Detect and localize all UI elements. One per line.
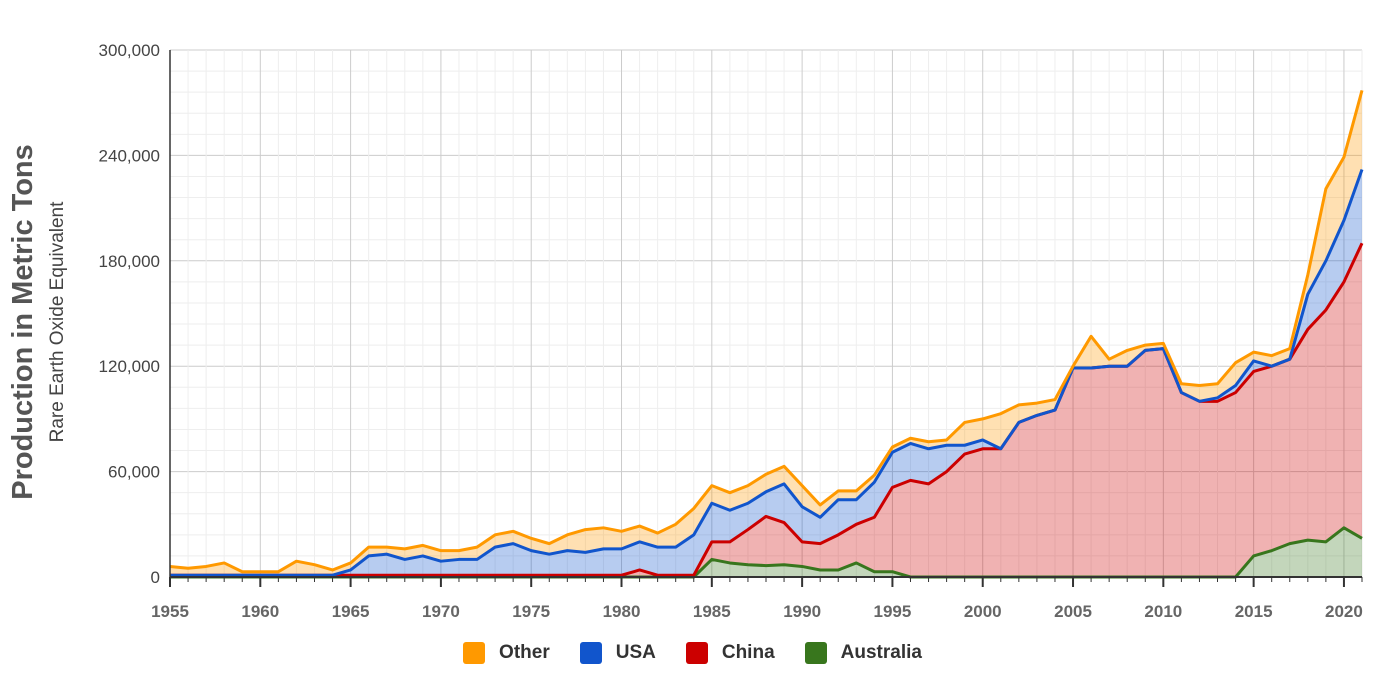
x-tick-label: 1965	[332, 602, 370, 621]
legend-swatch-china	[685, 642, 708, 664]
y-axis-title: Production in Metric Tons	[7, 144, 39, 500]
area-usa	[170, 169, 1362, 576]
legend: Other USA China Australia	[0, 642, 1385, 664]
y-tick-labels: 0 60,000 120,000 180,000 240,000 300,000	[99, 41, 160, 587]
x-tick-label: 2000	[964, 602, 1002, 621]
y-tick-label: 120,000	[99, 357, 160, 376]
x-tick-labels: 1955 1960 1965 1970 1975 1980 1985 1990 1995 2000…	[151, 602, 1363, 621]
x-tick-label: 1985	[693, 602, 731, 621]
legend-label-australia: Australia	[840, 642, 922, 663]
x-tick-label: 1955	[151, 602, 189, 621]
x-tick-label: 1960	[241, 602, 279, 621]
legend-label-china: China	[721, 642, 775, 663]
y-tick-label: 300,000	[99, 41, 160, 60]
area-series-layer	[170, 90, 1362, 577]
axes	[169, 50, 1363, 587]
area-other	[170, 90, 1362, 576]
y-tick-label: 240,000	[99, 146, 160, 165]
x-tick-label: 1975	[512, 602, 550, 621]
x-tick-label: 1995	[874, 602, 912, 621]
legend-swatch-usa	[579, 642, 602, 664]
legend-item-china[interactable]: China	[685, 642, 775, 664]
area-china	[170, 243, 1362, 577]
x-tick-label: 2020	[1325, 602, 1363, 621]
x-tick-label: 2015	[1235, 602, 1273, 621]
line-usa	[170, 168, 1364, 577]
legend-item-usa[interactable]: USA	[579, 642, 656, 664]
y-axis-subtitle: Rare Earth Oxide Equivalent	[47, 201, 68, 443]
y-tick-label: 60,000	[108, 463, 160, 482]
x-tick-label: 2005	[1054, 602, 1092, 621]
legend-item-other[interactable]: Other	[463, 642, 550, 664]
legend-label-other: Other	[499, 642, 550, 663]
legend-label-usa: USA	[615, 642, 656, 663]
legend-item-australia[interactable]: Australia	[804, 642, 922, 664]
x-tick-label: 1980	[603, 602, 641, 621]
y-tick-label: 180,000	[99, 252, 160, 271]
x-tick-label: 1970	[422, 602, 460, 621]
line-other	[169, 90, 1364, 574]
x-tick-label: 1990	[783, 602, 821, 621]
area-australia	[170, 527, 1362, 577]
y-tick-label: 0	[151, 568, 160, 587]
legend-swatch-australia	[804, 642, 827, 664]
legend-swatch-other	[463, 642, 486, 664]
x-tick-label: 2010	[1144, 602, 1182, 621]
grid	[169, 49, 1363, 578]
